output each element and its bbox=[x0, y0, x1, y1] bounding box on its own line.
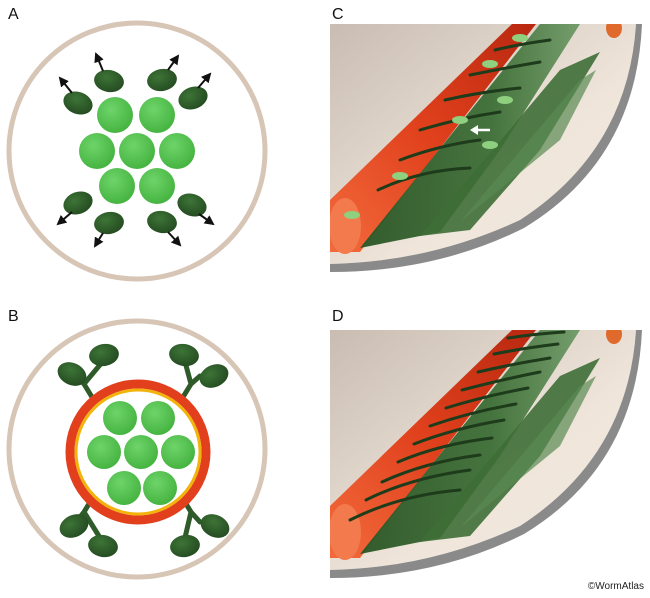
copyright-credit: ©WormAtlas bbox=[587, 581, 644, 592]
dark-cell bbox=[63, 191, 93, 215]
dark-cell bbox=[63, 91, 93, 115]
panel-label-c: C bbox=[332, 6, 344, 23]
arrow-icon bbox=[58, 76, 73, 94]
panel-b-diagram bbox=[6, 318, 268, 580]
panel-d-tube-end bbox=[330, 504, 361, 560]
light-cell bbox=[97, 97, 133, 133]
muscle-arm bbox=[476, 356, 552, 374]
panel-c-orange-dot bbox=[606, 24, 622, 38]
panel-c-diagram bbox=[330, 24, 642, 272]
arm-tip bbox=[392, 172, 408, 180]
panel-c-white-arrow bbox=[470, 125, 490, 135]
dark-cell bbox=[200, 514, 230, 538]
panel-b-basement-inner bbox=[74, 388, 202, 516]
arrow-icon bbox=[56, 211, 73, 226]
panel-d-muscle-sheet bbox=[420, 358, 600, 542]
panel-d-diagram bbox=[330, 330, 642, 580]
light-cell bbox=[79, 133, 115, 169]
light-cell bbox=[124, 435, 158, 469]
muscle-arm bbox=[396, 436, 494, 464]
dark-cell bbox=[57, 362, 87, 386]
muscle-arm bbox=[428, 402, 518, 428]
panel-c-tube-end bbox=[330, 198, 361, 254]
muscle-arm bbox=[506, 330, 566, 340]
panel-a-migration-arrows bbox=[56, 52, 215, 248]
arrow-icon bbox=[94, 52, 104, 72]
panel-label-b: B bbox=[8, 308, 19, 325]
panel-label-d: D bbox=[332, 308, 344, 325]
arm-tip bbox=[497, 96, 513, 104]
dark-cell bbox=[94, 211, 124, 235]
arrow-icon bbox=[167, 231, 182, 247]
arrow-icon bbox=[197, 72, 212, 89]
light-cell bbox=[143, 471, 177, 505]
muscle-arm bbox=[443, 86, 522, 102]
panel-a-dark-cells bbox=[63, 68, 208, 235]
panel-d-orange-dot bbox=[606, 330, 622, 344]
panel-d-muscle-sheet bbox=[460, 376, 596, 528]
arrow-icon bbox=[198, 213, 215, 226]
light-cell bbox=[87, 435, 121, 469]
light-cell bbox=[119, 133, 155, 169]
dark-cell bbox=[147, 68, 177, 92]
light-cell bbox=[139, 168, 175, 204]
dark-cell bbox=[147, 210, 177, 234]
arrow-icon bbox=[167, 54, 180, 71]
light-cell bbox=[99, 168, 135, 204]
light-cell bbox=[107, 471, 141, 505]
muscle-arm bbox=[444, 386, 530, 410]
light-cell bbox=[139, 97, 175, 133]
panel-c-muscle-sheet bbox=[420, 52, 600, 236]
light-cell bbox=[159, 133, 195, 169]
muscle-arm bbox=[398, 138, 482, 162]
light-cell bbox=[103, 401, 137, 435]
muscle-arm bbox=[468, 60, 542, 77]
arm-tip bbox=[482, 141, 498, 149]
panel-c-muscle-sheet bbox=[360, 24, 580, 248]
dark-cell bbox=[94, 69, 124, 93]
dark-cell bbox=[199, 364, 229, 388]
panel-c-arm-tips bbox=[344, 34, 528, 219]
arm-tip bbox=[344, 211, 360, 219]
muscle-arm bbox=[492, 342, 560, 356]
muscle-arm bbox=[412, 418, 506, 446]
panel-label-a: A bbox=[8, 6, 19, 23]
panel-d-basement-tube bbox=[330, 330, 536, 558]
arm-tip bbox=[512, 34, 528, 42]
arm-tip bbox=[482, 60, 498, 68]
dark-cell bbox=[178, 86, 208, 110]
dark-cell bbox=[170, 534, 200, 558]
panel-a-diagram bbox=[6, 20, 268, 282]
panel-b-dark-cells bbox=[57, 343, 230, 558]
muscle-arm bbox=[348, 488, 462, 522]
panel-c-muscle-sheet bbox=[460, 70, 596, 222]
dark-cell bbox=[88, 534, 118, 558]
muscle-arm bbox=[460, 370, 542, 392]
panel-c-basement-tube bbox=[330, 24, 536, 252]
muscle-arm bbox=[376, 166, 472, 192]
light-cell bbox=[141, 401, 175, 435]
dark-cell bbox=[89, 343, 119, 367]
white-arrow-head bbox=[470, 125, 478, 135]
panel-b-light-cells bbox=[87, 401, 195, 505]
dark-cell bbox=[177, 193, 207, 217]
light-cell bbox=[161, 435, 195, 469]
muscle-arm bbox=[364, 468, 472, 502]
muscle-arm bbox=[493, 38, 552, 52]
muscle-arm bbox=[380, 453, 482, 484]
arrow-icon bbox=[93, 232, 104, 248]
panel-a-light-cells bbox=[79, 97, 195, 204]
arm-tip bbox=[452, 116, 468, 124]
panel-d-muscle-arms bbox=[348, 330, 566, 522]
dark-cell bbox=[59, 514, 89, 538]
dark-cell bbox=[169, 343, 199, 367]
